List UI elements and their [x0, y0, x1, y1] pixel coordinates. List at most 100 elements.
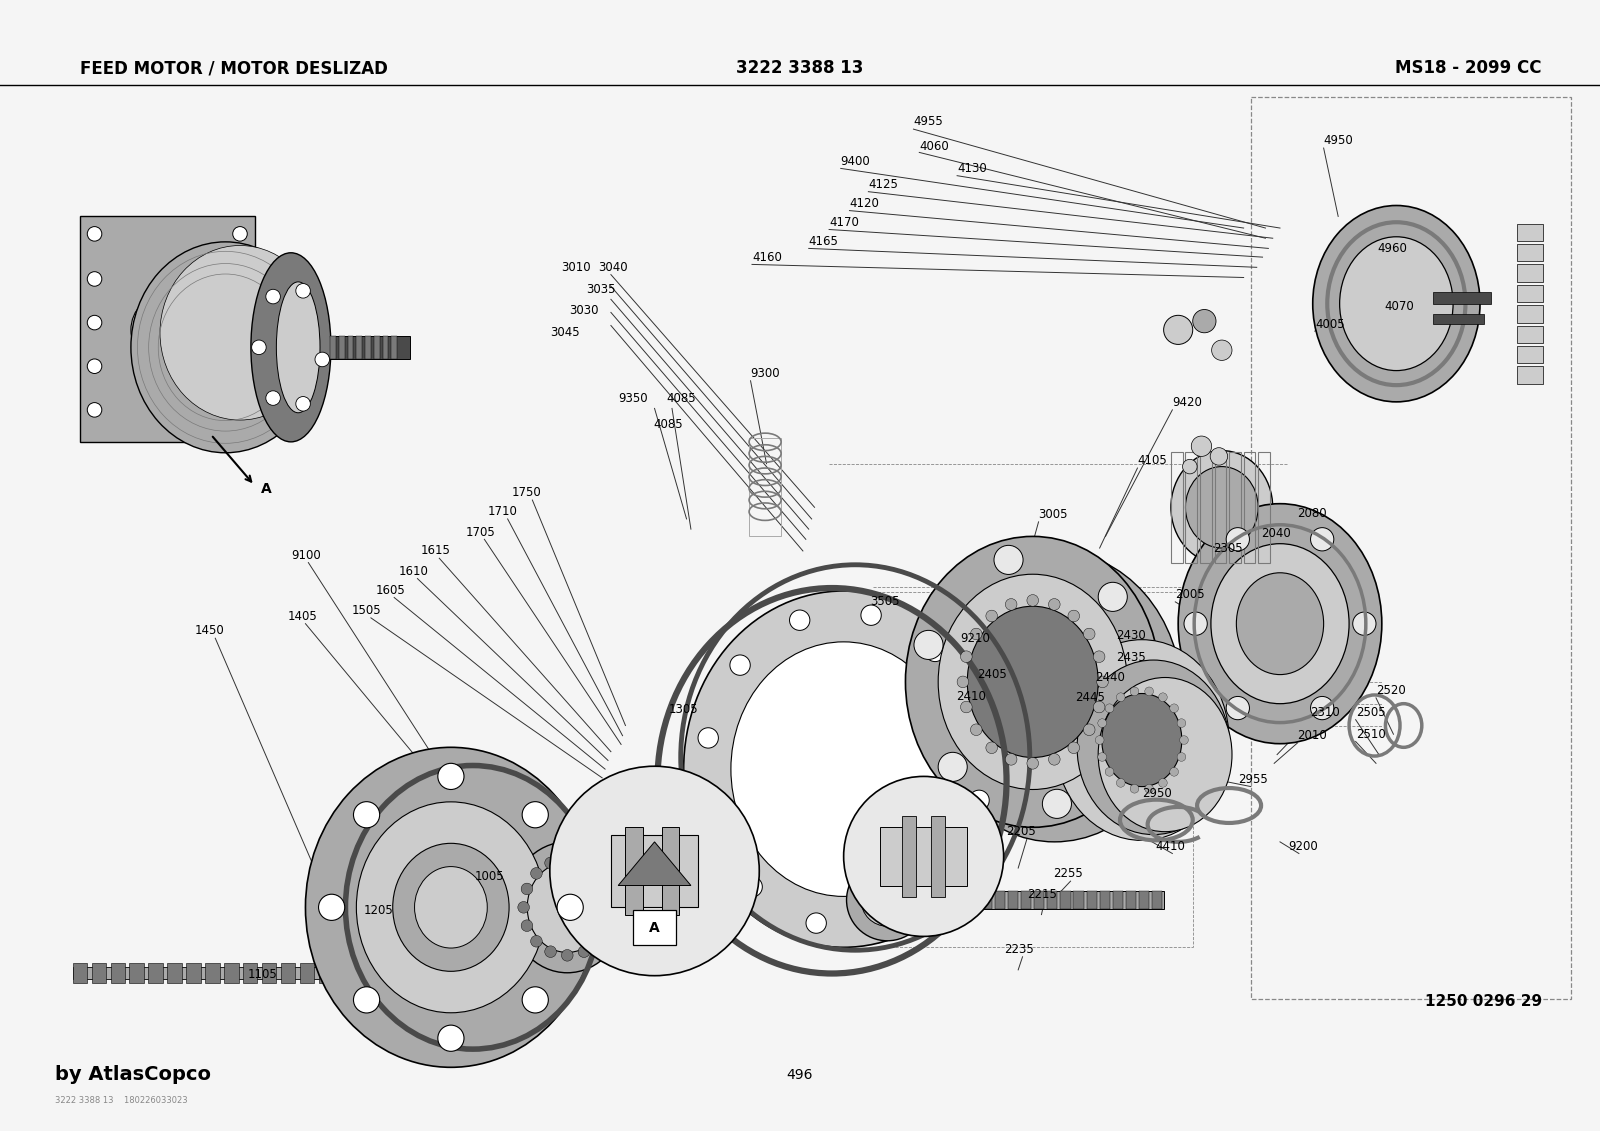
Ellipse shape [131, 242, 320, 452]
Circle shape [1310, 697, 1334, 719]
Ellipse shape [928, 551, 1182, 841]
Circle shape [602, 883, 613, 895]
Text: 1615: 1615 [421, 544, 450, 558]
Circle shape [698, 727, 718, 748]
Circle shape [1098, 582, 1128, 612]
Text: 2310: 2310 [1310, 706, 1341, 719]
Circle shape [592, 867, 603, 879]
Ellipse shape [906, 536, 1160, 827]
Text: 4950: 4950 [1323, 135, 1354, 147]
Text: 1605: 1605 [376, 584, 405, 597]
Circle shape [315, 352, 330, 366]
Bar [902, 815, 917, 897]
Text: 4085: 4085 [666, 391, 696, 405]
Circle shape [971, 724, 982, 735]
Circle shape [960, 650, 973, 663]
Circle shape [544, 857, 557, 869]
Circle shape [531, 867, 542, 879]
Circle shape [789, 610, 810, 630]
Circle shape [971, 628, 982, 640]
Bar [902, 891, 1163, 909]
Bar [662, 827, 680, 915]
Circle shape [88, 271, 102, 286]
Circle shape [965, 709, 986, 729]
Bar [224, 962, 238, 983]
Text: 2235: 2235 [1003, 943, 1034, 956]
Text: 9420: 9420 [1173, 396, 1202, 409]
Ellipse shape [683, 592, 1003, 948]
Circle shape [1158, 778, 1168, 787]
Circle shape [266, 290, 280, 304]
Bar [982, 891, 992, 909]
Ellipse shape [528, 862, 608, 952]
Text: 1205: 1205 [363, 904, 394, 917]
Bar [942, 891, 952, 909]
Circle shape [1096, 676, 1109, 688]
Text: by AtlasCopco: by AtlasCopco [56, 1065, 211, 1085]
Circle shape [1144, 687, 1154, 696]
Circle shape [522, 802, 549, 828]
Text: 4960: 4960 [1378, 242, 1408, 254]
Circle shape [1192, 437, 1211, 457]
Text: 4070: 4070 [1384, 300, 1414, 313]
Text: 9400: 9400 [840, 155, 870, 167]
Bar [995, 891, 1005, 909]
Text: 4130: 4130 [957, 162, 987, 175]
Bar [1126, 891, 1136, 909]
Circle shape [266, 391, 280, 405]
Bar [1243, 452, 1256, 562]
Circle shape [550, 766, 760, 976]
Text: 4105: 4105 [1138, 455, 1168, 467]
Circle shape [296, 397, 310, 411]
Ellipse shape [938, 575, 1128, 789]
Text: 1450: 1450 [195, 624, 224, 638]
Circle shape [578, 857, 590, 869]
Circle shape [1310, 528, 1334, 551]
Bar [392, 336, 397, 359]
Text: 1005: 1005 [474, 870, 504, 883]
Circle shape [578, 946, 590, 958]
Bar [1517, 305, 1544, 322]
Circle shape [1117, 693, 1125, 701]
Polygon shape [618, 841, 691, 886]
Bar [917, 891, 926, 909]
Bar [1074, 891, 1083, 909]
Circle shape [318, 895, 344, 921]
Bar [749, 438, 781, 536]
Circle shape [1027, 758, 1038, 769]
Circle shape [438, 763, 464, 789]
Circle shape [806, 913, 826, 933]
Bar [280, 962, 296, 983]
Text: 4410: 4410 [1155, 839, 1184, 853]
Circle shape [1210, 448, 1227, 465]
Ellipse shape [1237, 572, 1323, 674]
Circle shape [544, 946, 557, 958]
Text: 4955: 4955 [914, 115, 944, 128]
Circle shape [1179, 735, 1189, 744]
Bar [168, 962, 182, 983]
Text: 3035: 3035 [586, 283, 616, 295]
Circle shape [562, 854, 573, 865]
Bar [72, 962, 88, 983]
Text: 2520: 2520 [1376, 684, 1406, 697]
Text: FEED MOTOR / MOTOR DESLIZAD: FEED MOTOR / MOTOR DESLIZAD [80, 59, 387, 77]
Bar [1099, 891, 1110, 909]
Ellipse shape [251, 252, 331, 442]
Bar [1008, 891, 1018, 909]
Bar [72, 967, 338, 978]
Circle shape [1352, 612, 1376, 636]
Circle shape [131, 294, 203, 366]
Bar [1517, 326, 1544, 343]
Text: 9300: 9300 [750, 366, 781, 380]
Circle shape [557, 895, 584, 921]
Text: 2010: 2010 [1298, 729, 1328, 742]
Ellipse shape [1312, 206, 1480, 402]
Bar [1171, 452, 1182, 562]
Circle shape [1042, 789, 1072, 819]
Circle shape [251, 340, 266, 355]
Text: 2040: 2040 [1261, 527, 1291, 539]
Bar [1021, 891, 1032, 909]
Text: 1710: 1710 [488, 506, 517, 518]
Circle shape [1027, 595, 1038, 606]
Text: 1405: 1405 [288, 610, 318, 623]
